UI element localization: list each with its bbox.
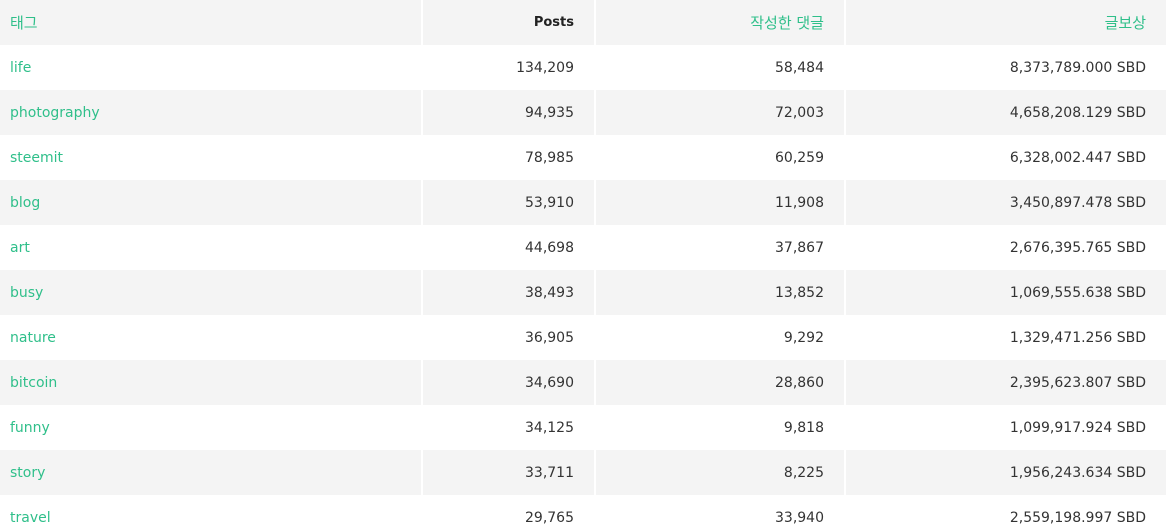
comments-cell: 9,818 (594, 405, 844, 450)
posts-cell: 38,493 (421, 270, 594, 315)
posts-cell: 134,209 (421, 45, 594, 90)
comments-cell: 33,940 (594, 495, 844, 530)
comments-cell: 37,867 (594, 225, 844, 270)
table-row: story 33,711 8,225 1,956,243.634 SBD (0, 450, 1166, 495)
tag-link[interactable]: busy (10, 284, 44, 301)
tag-cell: art (0, 225, 421, 270)
tag-link[interactable]: art (10, 239, 30, 256)
tag-cell: bitcoin (0, 360, 421, 405)
tag-cell: funny (0, 405, 421, 450)
posts-cell: 34,125 (421, 405, 594, 450)
comments-cell: 8,225 (594, 450, 844, 495)
posts-cell: 34,690 (421, 360, 594, 405)
table-row: photography 94,935 72,003 4,658,208.129 SBD (0, 90, 1166, 135)
posts-cell: 29,765 (421, 495, 594, 530)
payout-cell: 6,328,002.447 SBD (844, 135, 1166, 180)
comments-cell: 13,852 (594, 270, 844, 315)
posts-cell: 78,985 (421, 135, 594, 180)
payout-cell: 2,395,623.807 SBD (844, 360, 1166, 405)
table-row: bitcoin 34,690 28,860 2,395,623.807 SBD (0, 360, 1166, 405)
comments-cell: 28,860 (594, 360, 844, 405)
tag-cell: busy (0, 270, 421, 315)
header-tag[interactable]: 태그 (10, 14, 38, 32)
payout-cell: 1,099,917.924 SBD (844, 405, 1166, 450)
header-payout[interactable]: 글보상 (844, 0, 1166, 45)
payout-cell: 2,559,198.997 SBD (844, 495, 1166, 530)
tag-cell: steemit (0, 135, 421, 180)
posts-cell: 44,698 (421, 225, 594, 270)
table-row: funny 34,125 9,818 1,099,917.924 SBD (0, 405, 1166, 450)
tag-cell: story (0, 450, 421, 495)
payout-cell: 2,676,395.765 SBD (844, 225, 1166, 270)
payout-cell: 1,069,555.638 SBD (844, 270, 1166, 315)
payout-cell: 8,373,789.000 SBD (844, 45, 1166, 90)
payout-cell: 4,658,208.129 SBD (844, 90, 1166, 135)
tag-link[interactable]: life (10, 59, 32, 76)
comments-cell: 58,484 (594, 45, 844, 90)
tag-link[interactable]: funny (10, 419, 50, 436)
table-row: travel 29,765 33,940 2,559,198.997 SBD (0, 495, 1166, 530)
tag-cell: nature (0, 315, 421, 360)
table-row: steemit 78,985 60,259 6,328,002.447 SBD (0, 135, 1166, 180)
tag-cell: blog (0, 180, 421, 225)
tag-link[interactable]: nature (10, 329, 56, 346)
tag-link[interactable]: blog (10, 194, 41, 211)
table-row: blog 53,910 11,908 3,450,897.478 SBD (0, 180, 1166, 225)
header-posts[interactable]: Posts (421, 0, 594, 45)
posts-cell: 36,905 (421, 315, 594, 360)
comments-cell: 11,908 (594, 180, 844, 225)
table-header: 태그 Posts 작성한 댓글 글보상 (0, 0, 1166, 45)
table-row: nature 36,905 9,292 1,329,471.256 SBD (0, 315, 1166, 360)
table-row: busy 38,493 13,852 1,069,555.638 SBD (0, 270, 1166, 315)
comments-cell: 9,292 (594, 315, 844, 360)
tag-link[interactable]: photography (10, 104, 100, 121)
payout-cell: 3,450,897.478 SBD (844, 180, 1166, 225)
table-body: life 134,209 58,484 8,373,789.000 SBD photog… (0, 45, 1166, 530)
comments-cell: 72,003 (594, 90, 844, 135)
tag-link[interactable]: steemit (10, 149, 64, 166)
tag-cell: life (0, 45, 421, 90)
payout-cell: 1,329,471.256 SBD (844, 315, 1166, 360)
table-row: art 44,698 37,867 2,676,395.765 SBD (0, 225, 1166, 270)
tag-cell: photography (0, 90, 421, 135)
posts-cell: 33,711 (421, 450, 594, 495)
tag-link[interactable]: story (10, 464, 46, 481)
table-row: life 134,209 58,484 8,373,789.000 SBD (0, 45, 1166, 90)
tag-link[interactable]: bitcoin (10, 374, 58, 391)
posts-cell: 94,935 (421, 90, 594, 135)
tag-link[interactable]: travel (10, 509, 51, 526)
comments-cell: 60,259 (594, 135, 844, 180)
tag-cell: travel (0, 495, 421, 530)
posts-cell: 53,910 (421, 180, 594, 225)
payout-cell: 1,956,243.634 SBD (844, 450, 1166, 495)
header-comments[interactable]: 작성한 댓글 (594, 0, 844, 45)
